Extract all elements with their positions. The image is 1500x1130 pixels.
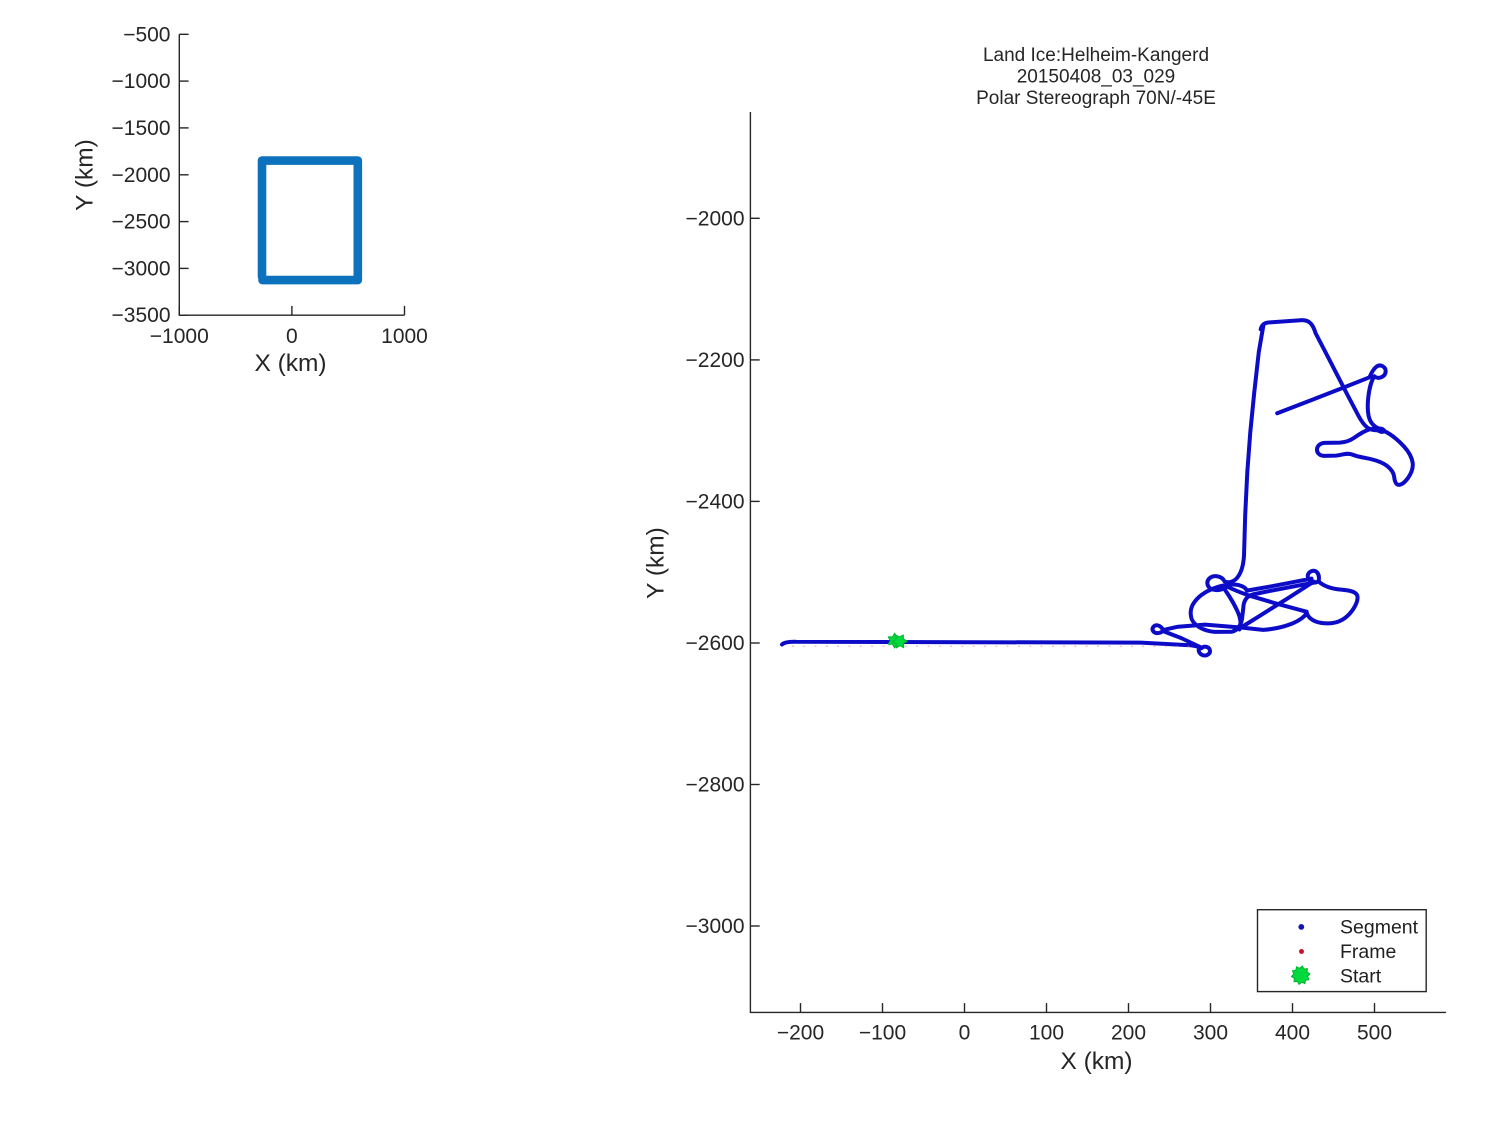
svg-text:0: 0	[286, 325, 298, 348]
svg-text:−2500: −2500	[112, 211, 171, 234]
svg-text:Y (km): Y (km)	[643, 527, 670, 599]
svg-text:300: 300	[1193, 1022, 1228, 1045]
svg-text:Polar Stereograph 70N/-45E: Polar Stereograph 70N/-45E	[976, 88, 1216, 109]
svg-text:400: 400	[1275, 1022, 1310, 1045]
svg-text:−2600: −2600	[686, 632, 745, 655]
svg-text:−1500: −1500	[112, 117, 171, 140]
svg-text:Start: Start	[1340, 966, 1382, 988]
svg-text:20150408_03_029: 20150408_03_029	[1017, 67, 1176, 88]
svg-text:−3000: −3000	[686, 915, 745, 938]
svg-text:−100: −100	[859, 1022, 906, 1045]
svg-text:Frame: Frame	[1340, 941, 1396, 963]
svg-text:−2200: −2200	[686, 349, 745, 372]
svg-text:−1000: −1000	[150, 325, 209, 348]
svg-text:−1000: −1000	[112, 70, 171, 93]
svg-text:X (km): X (km)	[254, 350, 326, 377]
svg-text:0: 0	[959, 1022, 971, 1045]
svg-text:−3000: −3000	[112, 257, 171, 280]
svg-text:−3500: −3500	[112, 304, 171, 327]
svg-text:Segment: Segment	[1340, 917, 1419, 939]
svg-text:Land Ice:Helheim-Kangerd: Land Ice:Helheim-Kangerd	[983, 45, 1209, 66]
svg-text:100: 100	[1029, 1022, 1064, 1045]
svg-text:−2400: −2400	[686, 490, 745, 513]
svg-text:−2000: −2000	[686, 207, 745, 230]
svg-text:X (km): X (km)	[1060, 1048, 1132, 1075]
svg-text:−2800: −2800	[686, 774, 745, 797]
svg-text:−2000: −2000	[112, 164, 171, 187]
svg-text:−200: −200	[777, 1022, 824, 1045]
svg-text:200: 200	[1111, 1022, 1146, 1045]
svg-text:500: 500	[1357, 1022, 1392, 1045]
svg-text:−500: −500	[123, 23, 170, 46]
svg-text:Y (km): Y (km)	[72, 139, 99, 211]
svg-text:1000: 1000	[381, 325, 428, 348]
